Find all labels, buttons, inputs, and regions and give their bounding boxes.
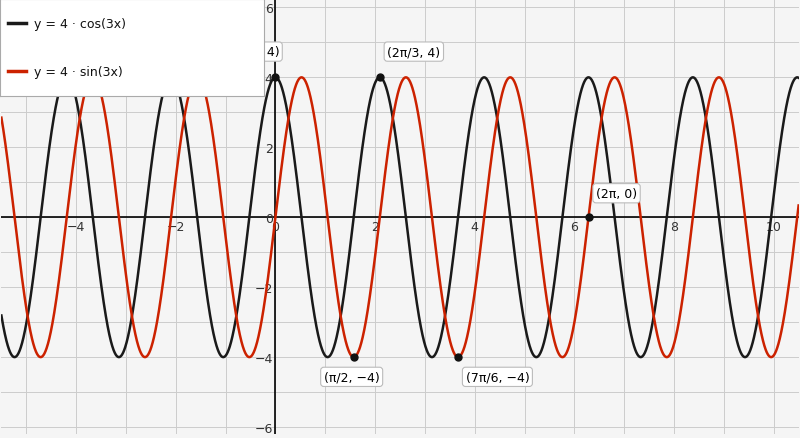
Text: (π/2, −4): (π/2, −4) bbox=[324, 371, 379, 384]
Text: (7π/6, −4): (7π/6, −4) bbox=[466, 371, 530, 384]
Text: y = 4 · cos(3x): y = 4 · cos(3x) bbox=[34, 18, 126, 31]
Text: (2π, 0): (2π, 0) bbox=[596, 187, 637, 200]
Text: y = 4 · sin(3x): y = 4 · sin(3x) bbox=[34, 66, 123, 79]
Text: (2π/3, 4): (2π/3, 4) bbox=[387, 46, 440, 59]
Text: (0, 4): (0, 4) bbox=[246, 46, 279, 59]
